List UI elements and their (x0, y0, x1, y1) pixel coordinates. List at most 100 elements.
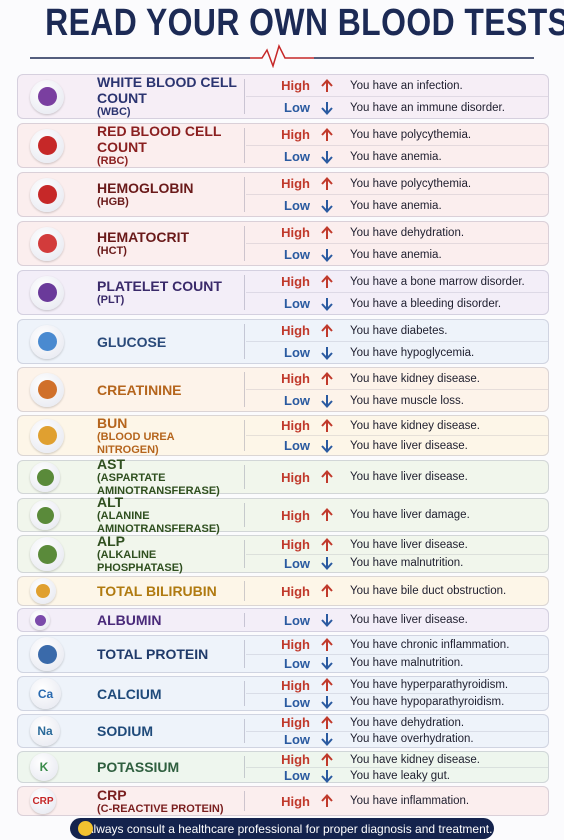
test-name-text: TOTAL PROTEIN (97, 646, 209, 662)
result-level: High (281, 323, 310, 338)
arrow-icon (321, 557, 333, 571)
test-icon (30, 324, 64, 359)
test-icon: Ca (30, 678, 61, 709)
result-list: High You have a bone marrow disorder. Low Y… (246, 271, 548, 314)
result-text: You have kidney disease. (350, 419, 481, 432)
result-row: High You have dehydration. (246, 222, 548, 243)
bulb-icon (78, 821, 93, 836)
result-level: High (281, 537, 310, 553)
result-list: High You have liver damage. (246, 499, 548, 531)
test-name-text: SODIUM (97, 723, 153, 739)
result-text: You have hypoglycemia. (350, 346, 475, 359)
result-row: High You have liver disease. (246, 461, 548, 493)
result-row: High You have liver damage. (246, 499, 548, 531)
test-row: CRP CRP (C-REACTIVE PROTEIN) High You have i… (17, 786, 549, 816)
arrow-icon (321, 225, 333, 239)
result-level: Low (284, 438, 310, 453)
arrow-icon (321, 78, 333, 92)
test-abbr: (RBC) (97, 155, 129, 167)
result-row: High You have an infection. (246, 75, 548, 96)
test-row: ALT (ALANINE AMINOTRANSFERASE) High You hav… (17, 494, 549, 535)
test-abbr: (WBC) (97, 106, 131, 118)
result-level: High (281, 418, 310, 433)
column-divider (244, 226, 245, 261)
test-icon (30, 637, 64, 671)
result-level: Low (284, 149, 310, 164)
test-name-text: POTASSIUM (97, 759, 180, 775)
result-row: Low You have an immune disorder. (246, 96, 548, 118)
title: READ YOUR OWN BLOOD TESTS (45, 2, 564, 44)
result-row: High You have a bone marrow disorder. (246, 271, 548, 292)
result-text: You have kidney disease. (350, 372, 481, 385)
result-level: High (281, 793, 310, 809)
result-row: High You have chronic inflammation. (246, 636, 548, 654)
test-abbr: (C-REACTIVE PROTEIN) (97, 802, 224, 815)
result-text: You have a bone marrow disorder. (350, 275, 525, 288)
test-icon (30, 462, 60, 492)
result-level: High (281, 752, 310, 767)
result-list: High You have kidney disease. Low You have … (246, 368, 548, 411)
test-name: SODIUM (97, 715, 237, 747)
result-row: Low You have liver disease. (246, 435, 548, 455)
result-text: You have anemia. (350, 248, 442, 261)
result-level: Low (284, 768, 310, 783)
test-name: AST (ASPARTATE AMINOTRANSFERASE) (97, 456, 237, 497)
result-level: Low (284, 198, 310, 213)
result-row: Low You have muscle loss. (246, 389, 548, 411)
result-text: You have malnutrition. (350, 557, 464, 570)
test-row: AST (ASPARTATE AMINOTRANSFERASE) High You h… (17, 456, 549, 497)
test-row: Na SODIUM High You have dehydration. Low You … (17, 714, 549, 748)
result-level: Low (284, 296, 310, 311)
column-divider (244, 540, 245, 568)
test-name: HEMATOCRIT (HCT) (97, 222, 237, 265)
test-abbr: (PLT) (97, 294, 125, 306)
result-text: You have hypoparathyroidism. (350, 696, 505, 708)
arrow-icon (321, 584, 333, 597)
result-row: Low You have anemia. (246, 243, 548, 265)
arrow-icon (321, 769, 333, 783)
test-icon: CRP (30, 788, 56, 814)
arrow-icon (321, 127, 333, 141)
test-row: HEMOGLOBIN (HGB) High You have polycythemia… (17, 172, 549, 217)
result-level: Low (284, 393, 310, 408)
column-divider (244, 177, 245, 212)
arrow-icon (321, 537, 333, 551)
result-level: Low (284, 612, 310, 628)
column-divider (244, 640, 245, 668)
test-name: CRP (C-REACTIVE PROTEIN) (97, 787, 237, 815)
column-divider (244, 503, 245, 527)
result-text: You have leaky gut. (350, 769, 450, 782)
icon-shape (36, 506, 54, 524)
test-name: ALT (ALANINE AMINOTRANSFERASE) (97, 494, 237, 535)
result-level: Low (284, 731, 310, 747)
arrow-icon (321, 394, 333, 408)
result-row: Low You have leaky gut. (246, 767, 548, 783)
result-row: High You have kidney disease. (246, 368, 548, 389)
icon-shape (37, 332, 57, 351)
test-name: POTASSIUM (97, 752, 237, 782)
result-text: You have dehydration. (350, 716, 465, 729)
result-row: High You have liver disease. (246, 536, 548, 554)
arrow-icon (321, 371, 333, 385)
result-level: High (281, 127, 310, 142)
column-divider (244, 275, 245, 310)
test-icon (30, 418, 64, 453)
result-text: You have anemia. (350, 150, 442, 163)
result-text: You have diabetes. (350, 324, 448, 337)
column-divider (244, 372, 245, 407)
result-text: You have liver disease. (350, 471, 468, 483)
result-level: Low (284, 694, 310, 710)
result-level: High (281, 677, 310, 693)
test-name-text: ALT (97, 494, 124, 510)
result-row: Low You have malnutrition. (246, 653, 548, 673)
result-level: High (281, 371, 310, 386)
test-row: TOTAL PROTEIN High You have chronic inflam… (17, 635, 549, 673)
test-icon (30, 537, 64, 571)
column-divider (244, 465, 245, 489)
result-level: High (281, 274, 310, 289)
result-row: High You have polycythemia. (246, 124, 548, 145)
test-icon (30, 177, 64, 212)
result-level: High (281, 225, 310, 240)
result-row: High You have dehydration. (246, 715, 548, 731)
